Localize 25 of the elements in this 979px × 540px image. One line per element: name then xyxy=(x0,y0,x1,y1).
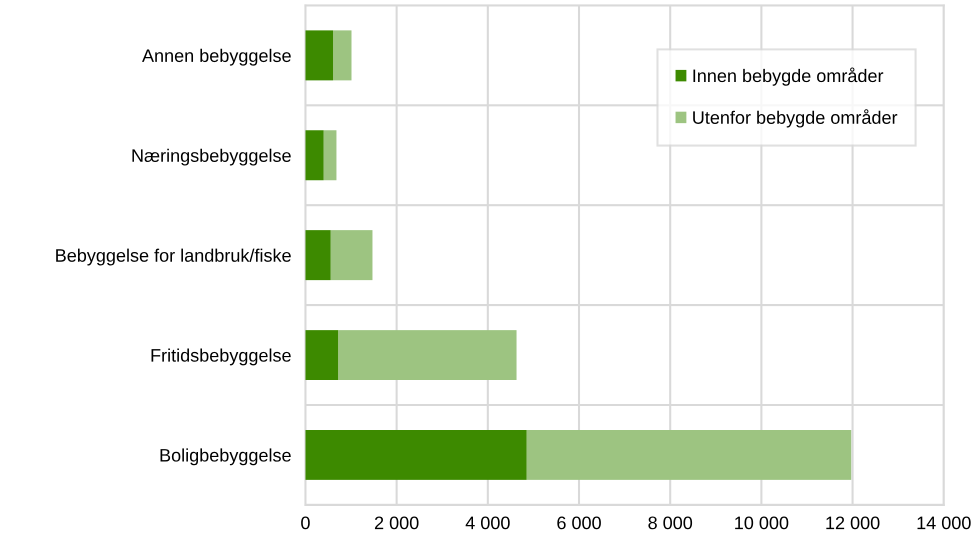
bar xyxy=(305,130,324,180)
bar xyxy=(305,230,331,280)
bar xyxy=(333,30,352,80)
bar xyxy=(305,430,527,480)
x-tick-label: 14 000 xyxy=(918,516,971,530)
y-tick-label: Fritidsbebyggelse xyxy=(152,348,291,366)
x-tick-label: 4 000 xyxy=(466,516,510,530)
bar xyxy=(324,130,336,180)
y-tick-label: Bebyggelse for landbruk/fiske xyxy=(56,248,291,266)
bar xyxy=(338,330,517,380)
bar xyxy=(526,430,852,480)
y-tick-label: Annen bebyggelse xyxy=(142,48,291,66)
bar xyxy=(305,30,334,80)
x-tick-label: 12 000 xyxy=(826,516,880,530)
x-tick-label: 6 000 xyxy=(557,516,601,530)
x-tick-label: 8 000 xyxy=(648,516,692,530)
y-tick-label: Boligbebyggelse xyxy=(160,448,291,466)
legend-label: Innen bebygde områder xyxy=(693,67,884,86)
y-tick-label: Næringsbebyggelse xyxy=(132,148,291,166)
x-tick-label: 2 000 xyxy=(374,516,419,530)
x-tick-label: 10 000 xyxy=(735,516,788,530)
x-tick-label: 0 xyxy=(301,516,310,530)
bar xyxy=(330,230,372,280)
bar xyxy=(305,330,338,380)
legend-label: Utenfor bebygde områder xyxy=(693,109,898,128)
